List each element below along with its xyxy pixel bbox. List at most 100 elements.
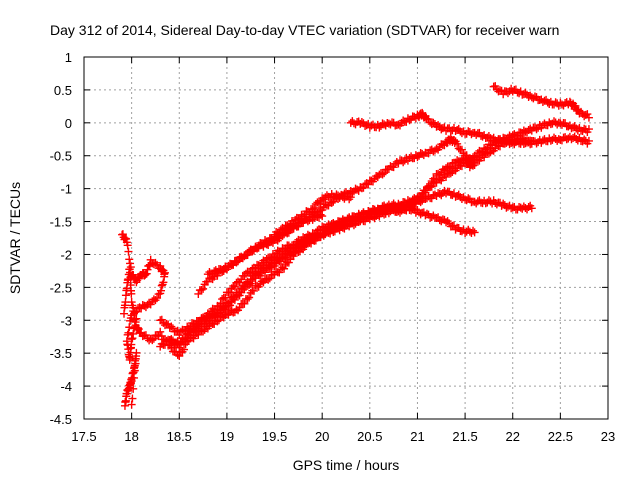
data-point [124, 247, 133, 256]
data-point [584, 136, 593, 145]
x-tick-label: 18.5 [167, 429, 192, 444]
data-point [216, 299, 225, 308]
data-point [199, 284, 208, 293]
grid [84, 57, 608, 419]
x-tick-label: 19.5 [262, 429, 287, 444]
data-point [213, 317, 222, 326]
data-point [199, 327, 208, 336]
data-point [351, 214, 360, 223]
data-point [462, 151, 471, 160]
data-point [226, 297, 235, 306]
data-point [235, 288, 244, 297]
y-tick-label: -4.5 [50, 412, 72, 427]
data-point [461, 159, 470, 168]
data-point [480, 153, 489, 162]
series-arc-11 [194, 210, 327, 298]
data-point [129, 384, 138, 393]
plot-frame [83, 56, 609, 420]
x-tick-label: 20.5 [357, 429, 382, 444]
data-point [408, 204, 417, 213]
data-point [583, 110, 592, 119]
x-tick-label: 21 [410, 429, 424, 444]
data-point [359, 183, 368, 192]
x-tick-label: 21.5 [452, 429, 477, 444]
data-point [156, 327, 165, 336]
data-point [128, 334, 137, 343]
data-point [122, 234, 131, 243]
data-point [127, 289, 136, 298]
data-point [160, 268, 169, 277]
data-point [129, 329, 138, 338]
data-point [131, 359, 140, 368]
x-tick-label: 22 [505, 429, 519, 444]
chart-title: Day 312 of 2014, Sidereal Day-to-day VTE… [50, 22, 559, 38]
data-point [413, 153, 422, 162]
data-point [194, 320, 203, 329]
data-point [577, 107, 586, 116]
data-point [127, 298, 136, 307]
data-point [145, 298, 154, 307]
data-point [470, 228, 479, 237]
y-tick-label: -2.5 [50, 280, 72, 295]
data-point [154, 290, 163, 299]
data-point [245, 293, 254, 302]
data-point [421, 186, 430, 195]
y-tick-label: -4 [60, 379, 72, 394]
data-point [230, 282, 239, 291]
data-point [427, 182, 436, 191]
x-tick-label: 19 [220, 429, 234, 444]
data-point [126, 316, 135, 325]
data-point [527, 136, 536, 145]
data-point [357, 117, 366, 126]
data-point [130, 366, 139, 375]
data-point [218, 267, 227, 276]
data-point [424, 115, 433, 124]
data-point [261, 258, 270, 267]
y-tick-label: -2 [60, 247, 72, 262]
data-point [221, 293, 230, 302]
data-point [243, 295, 252, 304]
x-tick-label: 17.5 [71, 429, 96, 444]
data-point [295, 237, 304, 246]
data-point [442, 172, 451, 181]
data-point [399, 158, 408, 167]
data-point [457, 145, 466, 154]
data-point [214, 309, 223, 318]
data-point [191, 324, 200, 333]
data-point [123, 241, 132, 250]
y-axis-label: SDTVAR / TECUs [7, 182, 23, 294]
x-tick-label: 23 [601, 429, 615, 444]
data-point [167, 322, 176, 331]
data-point [133, 304, 142, 313]
data-point [453, 139, 462, 148]
data-point [197, 285, 206, 294]
data-point [240, 299, 249, 308]
data-point [149, 295, 158, 304]
x-tick-label: 18 [124, 429, 138, 444]
data-point [434, 121, 443, 130]
data-point [378, 170, 387, 179]
data-markers [118, 82, 593, 410]
y-tick-labels: 1 0.5 0 -0.5 -1 -1.5 -2 -2.5 -3 -3.5 -4 -4.5 [50, 50, 72, 427]
data-point [346, 193, 355, 202]
data-point [132, 314, 141, 323]
data-point [142, 269, 151, 278]
series-arc-9 [118, 230, 169, 364]
y-tick-label: 0.5 [54, 83, 72, 98]
data-point [224, 299, 233, 308]
data-point [365, 209, 374, 218]
data-point [308, 205, 317, 214]
data-point [146, 255, 155, 264]
data-point [128, 394, 137, 403]
data-point [240, 282, 249, 291]
data-point [318, 212, 327, 221]
y-tick-label: -0.5 [50, 149, 72, 164]
data-point [127, 335, 136, 344]
x-axis-label: GPS time / hours [293, 457, 400, 473]
y-tick-label: -1.5 [50, 215, 72, 230]
data-point [148, 336, 157, 345]
series-arc-2 [346, 108, 593, 148]
data-point [127, 400, 136, 409]
x-tick-labels: 17.5 18 18.5 19 19.5 20 20.5 21 21.5 22 22.5 23 [71, 429, 615, 444]
